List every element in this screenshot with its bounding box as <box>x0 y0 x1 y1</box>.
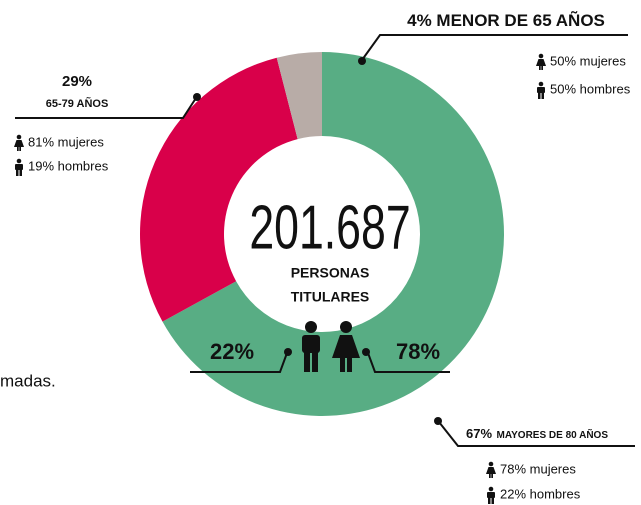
donut <box>140 52 504 416</box>
breakdown: 50% mujeres <box>550 53 626 68</box>
breakdown: 81% mujeres <box>28 134 104 149</box>
gender-share: 22% <box>210 339 254 364</box>
leader-dot <box>358 57 366 65</box>
leader-line <box>438 421 635 447</box>
breakdown: 50% hombres <box>550 81 631 96</box>
slice <box>162 52 504 416</box>
value-label: 67% <box>466 426 492 441</box>
breakdown: 78% mujeres <box>500 461 576 476</box>
woman-icon <box>332 321 360 372</box>
center-label: PERSONAS <box>291 265 370 281</box>
cut-text: madas. <box>0 371 56 390</box>
leader-dot <box>362 348 370 356</box>
leader-line <box>15 97 197 119</box>
slice-label: 4% MENOR DE 65 AÑOS <box>407 10 605 30</box>
man-icon <box>302 321 320 372</box>
leader-line <box>367 352 450 373</box>
category-label: 65-79 AÑOS <box>46 97 109 110</box>
leader-dot <box>193 93 201 101</box>
category-label: MENOR DE 65 AÑOS <box>436 10 604 30</box>
category-label: MAYORES DE 80 AÑOS <box>496 428 608 441</box>
center-label: TITULARES <box>291 289 370 305</box>
value-label: 29% <box>62 73 92 90</box>
breakdown: 19% hombres <box>28 158 109 173</box>
value-label: 4% <box>407 11 432 30</box>
leader-dot <box>284 348 292 356</box>
small-icons <box>14 53 546 504</box>
leader-line <box>361 34 628 61</box>
leader-dot <box>434 417 442 425</box>
gender-share: 78% <box>396 339 440 364</box>
slice <box>276 52 322 140</box>
slice-label: 67% MAYORES DE 80 AÑOS <box>466 426 608 443</box>
center-value: 201.687 <box>249 193 410 262</box>
breakdown: 22% hombres <box>500 486 581 501</box>
leader-line <box>190 352 288 373</box>
slice <box>140 57 298 322</box>
